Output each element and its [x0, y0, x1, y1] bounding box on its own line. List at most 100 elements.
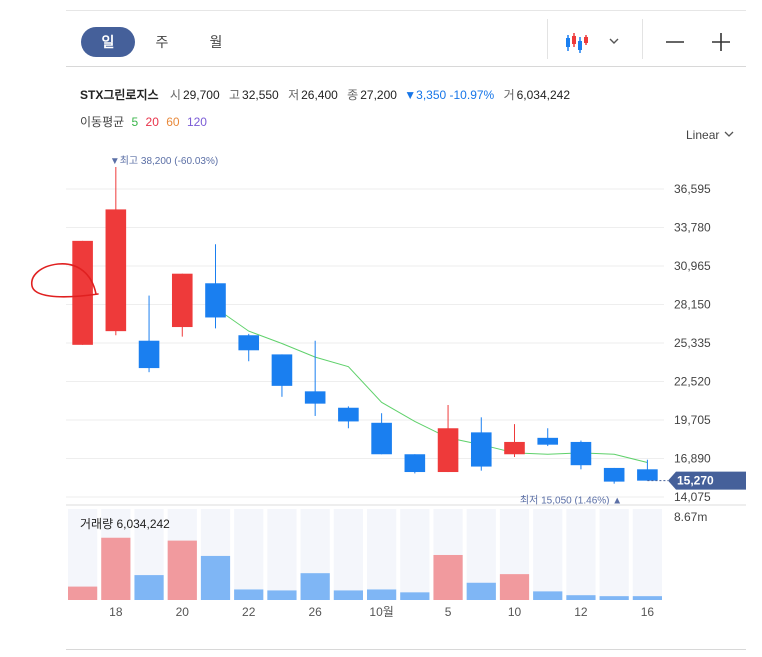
- volume-bar: [599, 596, 629, 600]
- volume-slot: [599, 509, 629, 600]
- open-value: 29,700: [182, 88, 220, 102]
- candle-body: [105, 209, 127, 332]
- volume-slot: [234, 509, 264, 600]
- volume-bar: [433, 554, 463, 600]
- candle-body: [537, 437, 559, 445]
- stock-name: STX그린로지스: [80, 88, 159, 102]
- toolbar-divider: [547, 19, 548, 59]
- candle-body: [570, 441, 592, 466]
- y-tick-label: 19,705: [674, 413, 711, 427]
- change-value: ▼3,350: [404, 88, 447, 102]
- volume-slot: [400, 509, 430, 600]
- volume-bar: [400, 592, 430, 600]
- candle-body: [238, 335, 260, 351]
- volume-bar: [300, 573, 330, 600]
- y-tick-label: 36,595: [674, 182, 711, 196]
- volume-bar: [466, 582, 496, 600]
- x-tick-label: 16: [641, 605, 655, 619]
- x-tick-label: 26: [308, 605, 322, 619]
- volume-bar: [333, 590, 363, 600]
- x-tick-label: 20: [176, 605, 190, 619]
- volume-bar: [566, 595, 596, 600]
- volume-bar: [632, 596, 662, 600]
- ma-label: 이동평균: [80, 115, 125, 129]
- volume-bar: [167, 540, 197, 600]
- y-tick-label: 30,965: [674, 259, 711, 273]
- low-label: 저: [288, 88, 300, 102]
- volume-slot: [566, 509, 596, 600]
- volume-bar: [499, 574, 530, 600]
- ma-120: 120: [186, 115, 207, 129]
- max-price-annotation: ▼최고 38,200 (-60.03%): [110, 155, 218, 167]
- high-label: 고: [228, 88, 241, 102]
- y-tick-label: 16,890: [674, 451, 711, 465]
- x-tick-label: 5: [445, 605, 452, 619]
- ma-5: 5: [131, 115, 139, 129]
- last-price-tag: [668, 471, 746, 490]
- tab-daily[interactable]: 일: [81, 27, 135, 57]
- volume-bar: [533, 591, 563, 600]
- volume-title: 거래량 6,034,242: [80, 517, 170, 531]
- close-label: 종: [347, 88, 359, 102]
- volume-bar: [200, 555, 231, 600]
- scale-select-label: Linear: [686, 128, 720, 142]
- candle-body: [371, 422, 392, 455]
- candlestick-icon[interactable]: [562, 27, 592, 57]
- min-price-annotation: 최저 15,050 (1.46%) ▲: [520, 495, 622, 507]
- y-tick-label: 33,780: [674, 220, 711, 234]
- y-tick-label: 28,150: [674, 297, 711, 311]
- candle-body: [171, 273, 193, 328]
- volume-slot: [333, 509, 363, 600]
- volume-slot: [533, 509, 563, 600]
- volume-value: 6,034,242: [516, 88, 570, 102]
- x-tick-label: 22: [242, 605, 256, 619]
- volume-slot: [367, 509, 397, 600]
- close-value: 27,200: [360, 88, 397, 102]
- volume-bar: [234, 589, 264, 600]
- candle-body: [138, 340, 160, 369]
- volume-slot: [68, 509, 98, 600]
- last-price-label: 15,270: [677, 474, 714, 488]
- open-label: 시: [169, 88, 181, 102]
- volume-slot: [632, 509, 662, 600]
- volume-bar: [101, 537, 131, 600]
- volume-label: 거: [503, 88, 515, 102]
- chart-toolbar: 일 주 월: [66, 10, 746, 67]
- x-tick-label: 10: [508, 605, 522, 619]
- moving-average-legend[interactable]: 이동평균 5 20 60 120: [80, 113, 211, 130]
- ma-20: 20: [145, 115, 159, 129]
- change-percent: -10.97%: [449, 88, 495, 102]
- quote-summary: STX그린로지스 시 29,700 고 32,550 저 26,400 종 27,200…: [80, 86, 570, 103]
- volume-slot: [267, 509, 297, 600]
- ma-60: 60: [166, 115, 180, 129]
- candle-body: [437, 428, 459, 473]
- candle-body: [603, 467, 625, 482]
- low-value: 26,400: [301, 88, 338, 102]
- y-tick-label: 14,075: [674, 490, 711, 504]
- volume-bar: [367, 589, 397, 600]
- candle-body: [637, 469, 658, 481]
- chevron-down-icon: [724, 131, 734, 137]
- tab-monthly[interactable]: 월: [209, 34, 223, 50]
- candle-body: [338, 407, 359, 422]
- plus-icon[interactable]: [706, 27, 736, 57]
- chevron-down-icon[interactable]: [604, 27, 624, 57]
- candle-body: [304, 391, 326, 404]
- candle-body: [504, 441, 525, 455]
- candle-body: [470, 432, 492, 467]
- scale-select[interactable]: Linear: [686, 128, 735, 142]
- x-tick-label: 10월: [369, 605, 393, 619]
- x-tick-label: 18: [109, 605, 123, 619]
- volume-bar: [68, 586, 98, 600]
- hand-drawn-annotation: [31, 263, 99, 298]
- x-tick-label: 12: [574, 605, 588, 619]
- minus-icon[interactable]: [660, 27, 690, 57]
- y-tick-label: 22,520: [674, 374, 711, 388]
- candle-body: [271, 354, 293, 386]
- tab-weekly[interactable]: 주: [155, 34, 169, 50]
- bottom-divider: [66, 649, 746, 650]
- candle-body: [404, 454, 426, 473]
- volume-bar: [134, 575, 164, 600]
- high-value: 32,550: [242, 88, 279, 102]
- volume-axis-label: 8.67m: [674, 510, 707, 524]
